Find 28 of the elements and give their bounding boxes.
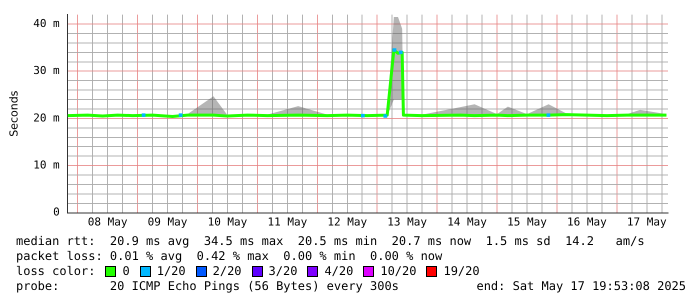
- y-tick-label: 0: [53, 206, 60, 219]
- x-tick-label: 17 May: [626, 215, 668, 228]
- y-tick-label: 40 m: [33, 16, 60, 30]
- x-tick-label: 15 May: [507, 215, 548, 228]
- y-tick-label: 30 m: [33, 64, 60, 78]
- x-tick-label: 09 May: [148, 215, 188, 228]
- text: packet loss: 0.01 % avg 0.42 % max 0.00 % min 0.00 % now: [16, 249, 442, 264]
- text: end: Sat May 17 19:53:08 2025: [476, 279, 686, 294]
- x-tick-label: 16 May: [567, 215, 608, 228]
- x-tick-label: 14 May: [447, 215, 488, 228]
- legend-label: 1/20: [156, 264, 186, 279]
- x-tick-label: 13 May: [387, 215, 428, 228]
- legend-label: 2/20: [212, 264, 242, 279]
- legend-label: 4/20: [324, 264, 354, 279]
- x-tick-label: 12 May: [327, 215, 368, 228]
- text: median rtt: 20.9 ms avg 34.5 ms max 20.5 ms min 20.7 ms now 1.5 ms sd 14.2 am/s: [16, 234, 645, 249]
- legend-label: 3/20: [268, 264, 298, 279]
- legend-title: loss color:: [16, 264, 96, 279]
- x-tick-label: 10 May: [208, 215, 248, 228]
- y-axis-title: Seconds: [7, 90, 20, 137]
- x-tick-label: 08 May: [88, 215, 128, 228]
- legend-label: 0: [122, 264, 130, 279]
- text: probe: 20 ICMP Echo Pings (56 Bytes) every 300s: [16, 279, 399, 294]
- legend-label: 10/20: [380, 264, 416, 279]
- y-tick-label: 20 m: [33, 111, 60, 124]
- legend-label: 19/20: [443, 264, 480, 279]
- y-tick-label: 10 m: [33, 158, 60, 172]
- x-tick-label: 11 May: [267, 215, 308, 228]
